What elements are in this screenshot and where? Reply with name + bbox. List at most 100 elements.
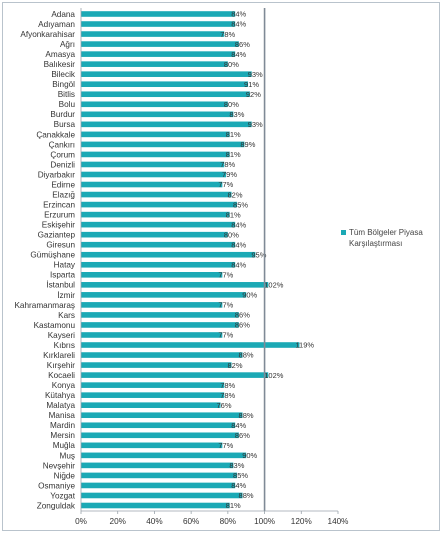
category-label-kars: Kars — [58, 311, 75, 320]
value-label-bilecik: 93% — [248, 70, 263, 79]
x-tick-label: 40% — [146, 517, 162, 526]
bar-malatya — [81, 402, 221, 408]
category-label-mus: Muş — [60, 451, 75, 460]
value-label-istanbul: 102% — [264, 281, 284, 290]
category-label-diyarbakir: Diyarbakır — [38, 170, 76, 179]
category-label-isparta: Isparta — [50, 271, 75, 280]
category-label-kocaeli: Kocaeli — [48, 371, 75, 380]
value-label-konya: 78% — [220, 381, 235, 390]
bar-edirne — [81, 181, 223, 188]
category-labels: AdanaAdıyamanAfyonkarahisarAğrıAmasyaBal… — [14, 10, 76, 510]
bar-giresun — [81, 241, 236, 248]
bar-kars — [81, 312, 239, 318]
category-label-bursa: Bursa — [54, 120, 76, 129]
category-label-afyonkarahisar: Afyonkarahisar — [20, 30, 75, 39]
x-tick-label: 80% — [220, 517, 236, 526]
bar-kirklareli — [81, 352, 243, 358]
bar-gaziantep — [81, 231, 228, 238]
category-label-erzincan: Erzincan — [43, 200, 75, 209]
category-label-kirklareli: Kırklareli — [43, 351, 75, 360]
bar-hatay — [81, 261, 236, 268]
category-label-kayseri: Kayseri — [48, 331, 75, 340]
value-label-balikesir: 80% — [224, 60, 239, 69]
category-label-gaziantep: Gaziantep — [38, 231, 76, 240]
category-label-agri: Ağrı — [60, 40, 75, 49]
value-label-diyarbakir: 79% — [222, 170, 237, 179]
value-label-mus: 90% — [242, 451, 257, 460]
value-label-agri: 86% — [235, 40, 250, 49]
bar-denizli — [81, 161, 225, 168]
value-label-kutahya: 78% — [220, 391, 235, 400]
legend-swatch — [341, 230, 346, 235]
value-label-nevsehir: 83% — [229, 461, 244, 470]
bar-erzurum — [81, 211, 230, 218]
bar-adiyaman — [81, 21, 236, 27]
value-label-mardin: 84% — [231, 421, 246, 430]
category-label-kastamonu: Kastamonu — [34, 321, 76, 330]
category-label-denizli: Denizli — [50, 160, 75, 169]
value-label-kibris: 119% — [295, 341, 314, 350]
value-label-kirsehir: 82% — [228, 361, 243, 370]
value-label-manisa: 88% — [239, 411, 254, 420]
value-label-mersin: 86% — [235, 431, 250, 440]
chart-frame: Adana Adıyaman Afyonkarahisar Ağrı Amasya Bal… — [2, 2, 440, 531]
bar-burdur — [81, 111, 234, 118]
value-label-nigde: 85% — [233, 471, 248, 480]
value-label-bitlis: 92% — [246, 90, 261, 99]
bar-mardin — [81, 422, 236, 429]
bar-bilecik — [81, 71, 252, 77]
bar-balikesir — [81, 61, 228, 67]
category-label-adiyaman: Adıyaman — [38, 20, 75, 29]
bar-erzincan — [81, 201, 238, 208]
value-label-elazig: 82% — [228, 190, 243, 199]
category-label-mersin: Mersin — [50, 431, 75, 440]
category-label-mugla: Muğla — [53, 441, 76, 450]
x-tick-label: 60% — [183, 517, 199, 526]
category-label-gumushane: Gümüşhane — [30, 251, 75, 260]
bar-bitlis — [81, 91, 250, 98]
bar-nigde — [81, 472, 238, 479]
category-label-hatay: Hatay — [54, 261, 76, 270]
category-label-adana: Adana — [51, 10, 75, 19]
category-label-erzurum: Erzurum — [44, 211, 75, 220]
value-label-isparta: 77% — [218, 271, 233, 280]
category-label-elazig: Elazığ — [52, 190, 75, 199]
category-label-canakkale: Çanakkale — [36, 130, 75, 139]
value-label-kahramanmaras: 77% — [218, 301, 233, 310]
category-label-malatya: Malatya — [46, 401, 75, 410]
bar-kahramanmaras — [81, 302, 223, 308]
value-label-malatya: 76% — [217, 401, 232, 410]
bar-cankiri — [81, 141, 245, 148]
bar-manisa — [81, 412, 243, 419]
value-label-kars: 86% — [235, 311, 250, 320]
category-label-mardin: Mardin — [50, 421, 75, 430]
value-label-yozgat: 88% — [239, 491, 254, 500]
category-label-istanbul: İstanbul — [46, 280, 75, 290]
legend: Tüm Bölgeler Piyasa Karşılaştırması — [341, 228, 423, 248]
category-label-kutahya: Kütahya — [45, 391, 75, 400]
value-label-zonguldak: 81% — [226, 501, 241, 510]
value-label-bursa: 93% — [248, 120, 263, 129]
bar-zonguldak — [81, 502, 230, 509]
category-label-osmaniye: Osmaniye — [38, 481, 75, 490]
bar-gumushane — [81, 251, 256, 258]
value-label-denizli: 78% — [220, 160, 235, 169]
value-label-giresun: 84% — [231, 240, 246, 249]
category-label-nigde: Niğde — [54, 471, 76, 480]
category-label-burdur: Burdur — [50, 110, 75, 119]
bars-layer — [81, 11, 300, 509]
value-label-mugla: 77% — [218, 441, 233, 450]
bar-kirsehir — [81, 362, 232, 368]
value-label-kocaeli: 102% — [264, 371, 284, 380]
bar-diyarbakir — [81, 171, 227, 178]
value-label-kastamonu: 86% — [235, 321, 250, 330]
bar-canakkale — [81, 131, 230, 138]
value-label-corum: 81% — [226, 150, 241, 159]
category-label-manisa: Manisa — [49, 411, 76, 420]
value-label-gaziantep: 80% — [224, 230, 239, 239]
bar-konya — [81, 382, 225, 388]
value-label-amasya: 84% — [231, 50, 246, 59]
category-label-eskisehir: Eskişehir — [42, 221, 75, 230]
bar-kastamonu — [81, 322, 239, 328]
bar-amasya — [81, 51, 236, 57]
